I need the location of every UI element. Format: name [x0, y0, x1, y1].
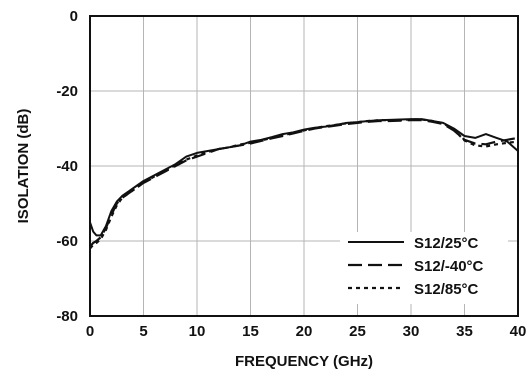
series-layer — [89, 118, 519, 250]
x-tick-label: 5 — [139, 323, 147, 340]
y-tick-label: 0 — [70, 8, 78, 25]
x-tick-label: 0 — [86, 323, 94, 340]
x-tick-label: 35 — [456, 323, 473, 340]
x-tick-label: 25 — [349, 323, 366, 340]
x-tick-label: 40 — [510, 323, 527, 340]
y-tick-label: -40 — [56, 158, 78, 175]
y-tick-label: -80 — [56, 308, 78, 325]
plot-frame — [89, 15, 519, 317]
legend-label-s12-25c: S12/25°C — [414, 235, 479, 252]
x-tick-label: 15 — [242, 323, 259, 340]
y-tick-label: -20 — [56, 83, 78, 100]
x-axis-label: FREQUENCY (GHz) — [235, 353, 373, 370]
x-tick-label: 20 — [296, 323, 313, 340]
legend-label-s12-85c: S12/85°C — [414, 281, 479, 298]
legend-background — [340, 232, 508, 304]
x-tick-label: 10 — [189, 323, 206, 340]
legend: S12/25°C S12/-40°C S12/85°C — [340, 232, 508, 304]
tick-labels: 0 5 10 15 20 25 30 35 40 0 -20 -40 -60 -80 — [56, 8, 526, 340]
y-axis-label: ISOLATION (dB) — [15, 109, 32, 224]
y-tick-label: -60 — [56, 233, 78, 250]
legend-label-s12-minus40c: S12/-40°C — [414, 258, 484, 275]
x-tick-label: 30 — [403, 323, 420, 340]
series-line-2 — [89, 118, 519, 250]
